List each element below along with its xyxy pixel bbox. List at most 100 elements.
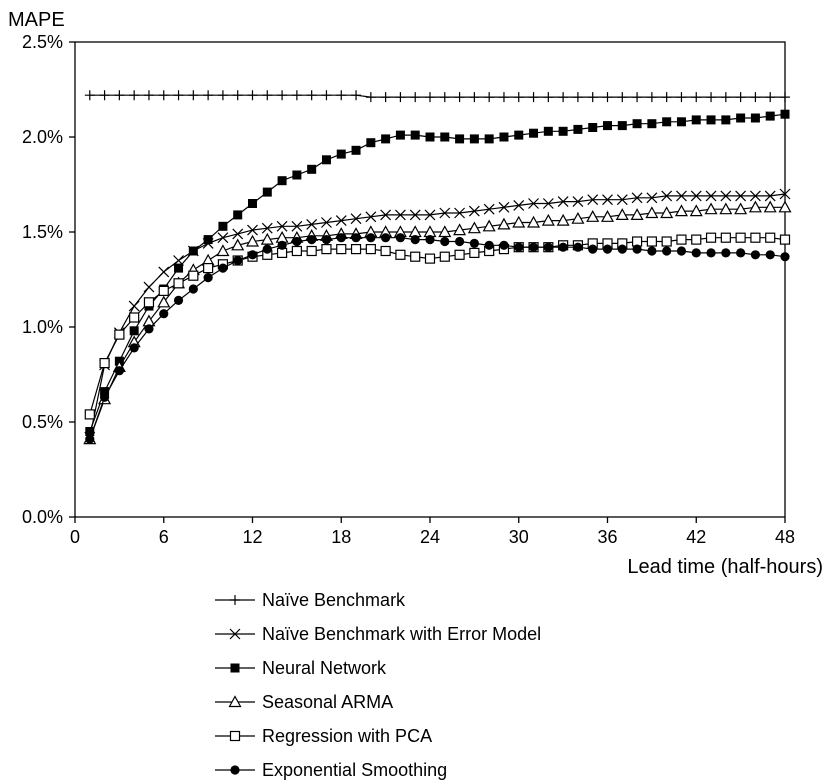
data-point-plus	[543, 92, 554, 103]
data-point-cross	[394, 209, 406, 221]
data-point-square	[484, 134, 494, 144]
data-point-open-square	[84, 409, 95, 420]
data-point-circle	[765, 250, 775, 260]
data-point-open-square	[321, 244, 332, 255]
data-point-square	[676, 117, 686, 127]
data-point-square	[765, 111, 775, 121]
data-point-triangle	[512, 215, 526, 228]
data-point-circle	[395, 233, 406, 243]
data-point-open-square	[779, 234, 791, 245]
legend-item: Naïve Benchmark with Error Model	[215, 624, 541, 644]
data-point-plus	[676, 92, 687, 103]
x-axis-title: Lead time (half-hours)	[627, 556, 823, 578]
data-point-plus	[706, 92, 717, 103]
data-point-plus	[351, 90, 362, 101]
data-point-cross	[232, 228, 244, 240]
data-point-square	[469, 134, 479, 144]
data-point-open-square	[410, 251, 421, 262]
data-point-square	[321, 155, 331, 165]
data-point-square	[647, 119, 657, 129]
data-point-plus	[425, 92, 435, 103]
data-point-plus	[84, 90, 95, 101]
data-point-triangle	[482, 219, 496, 232]
data-point-square	[307, 164, 317, 174]
data-point-triangle	[704, 202, 718, 215]
data-point-plus	[99, 90, 110, 101]
data-point-cross	[247, 224, 258, 236]
data-point-plus	[306, 90, 317, 101]
data-point-plus	[750, 92, 761, 103]
data-point-triangle	[600, 210, 615, 222]
data-point-circle	[218, 263, 228, 273]
data-point-cross	[217, 232, 229, 244]
data-point-cross	[631, 192, 643, 204]
series-open-square	[84, 232, 791, 420]
data-point-circle	[750, 250, 761, 260]
legend-label: Neural Network	[262, 658, 387, 678]
data-point-triangle	[734, 202, 748, 215]
data-point-plus	[410, 92, 421, 103]
data-point-plus	[277, 90, 288, 101]
data-point-circle	[736, 248, 746, 258]
data-point-open-square	[395, 249, 406, 260]
data-point-cross	[380, 209, 392, 221]
data-point-open-square	[424, 253, 436, 264]
series-plus	[84, 90, 790, 103]
series-layer	[83, 90, 792, 445]
data-point-cross	[676, 190, 687, 202]
data-point-square	[129, 326, 139, 336]
data-point-cross	[158, 266, 170, 278]
data-point-square	[706, 115, 716, 125]
data-point-plus	[291, 90, 302, 101]
data-point-circle	[440, 236, 450, 247]
data-point-circle	[410, 235, 420, 245]
data-point-triangle	[157, 295, 171, 308]
data-point-plus	[484, 92, 495, 103]
data-point-cross	[229, 628, 241, 640]
data-point-plus	[158, 90, 169, 101]
plot-area: 0.0% 0.5% 1.0% 1.5% 2.0% 2.5% 0 6 12 18 24 30 36 42 48	[22, 32, 795, 547]
data-point-circle	[277, 240, 287, 250]
data-point-square	[395, 130, 405, 140]
data-point-triangle	[719, 202, 733, 215]
data-point-square	[543, 126, 553, 136]
data-point-circle	[381, 233, 391, 243]
data-point-triangle	[228, 695, 242, 708]
data-point-circle	[321, 235, 332, 245]
data-point-cross	[335, 215, 347, 227]
data-point-circle	[647, 246, 657, 256]
data-point-triangle	[645, 206, 659, 219]
data-point-triangle	[527, 215, 541, 228]
data-point-plus	[780, 92, 790, 103]
data-point-triangle	[586, 210, 600, 222]
data-point-cross	[735, 190, 747, 202]
data-point-circle	[247, 250, 258, 260]
data-point-circle	[662, 246, 672, 256]
y-tick-label: 2.5%	[22, 32, 63, 52]
data-point-square	[440, 132, 450, 142]
data-point-open-square	[750, 232, 761, 243]
data-point-open-square	[735, 232, 746, 243]
data-point-cross	[749, 190, 761, 202]
data-point-plus	[587, 92, 598, 103]
data-point-circle	[203, 273, 213, 283]
data-point-square	[603, 121, 612, 131]
data-point-open-square	[229, 730, 241, 742]
data-point-circle	[114, 366, 124, 376]
data-point-circle	[425, 235, 435, 245]
data-point-open-square	[203, 263, 214, 274]
data-point-cross	[261, 222, 273, 234]
data-point-open-square	[129, 312, 140, 323]
legend-item: Regression with PCA	[215, 726, 432, 746]
data-point-triangle	[571, 211, 585, 224]
data-point-cross	[572, 196, 584, 208]
data-point-open-square	[676, 234, 687, 245]
data-point-triangle	[497, 217, 511, 230]
y-tick-label: 0.0%	[22, 507, 63, 527]
data-point-open-square	[188, 270, 199, 281]
data-point-circle	[85, 434, 95, 444]
series-line	[89, 193, 786, 438]
series-line	[89, 237, 786, 415]
x-tick-label: 48	[775, 527, 795, 547]
